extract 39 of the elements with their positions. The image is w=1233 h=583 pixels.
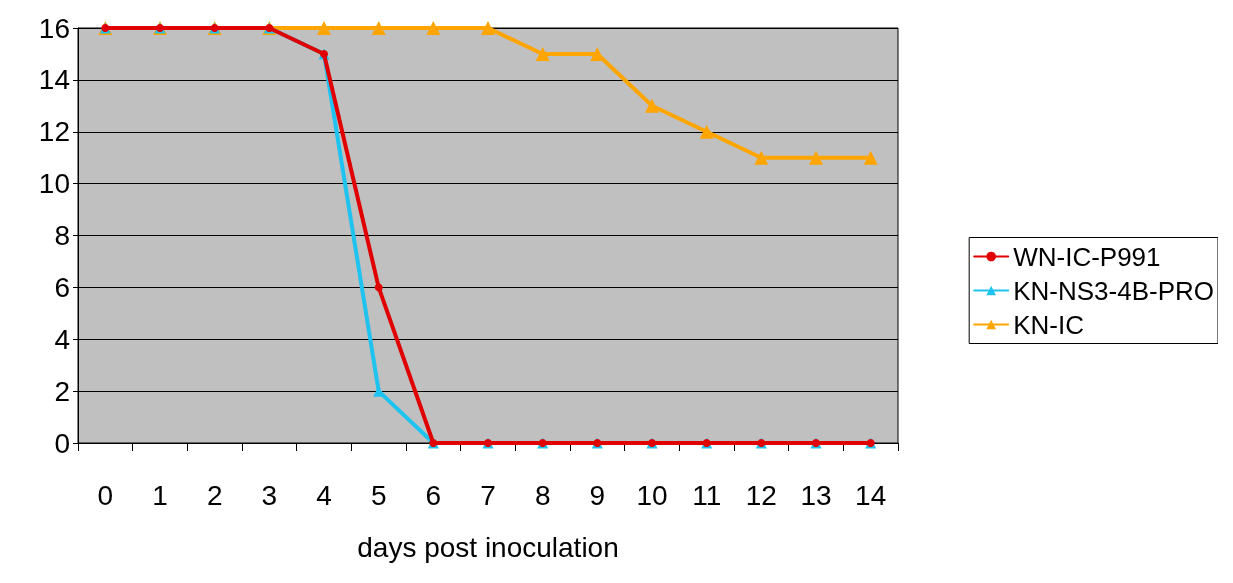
x-tick-label: 14 (855, 479, 887, 511)
y-tick-label: 4 (54, 323, 70, 355)
point (481, 21, 495, 35)
y-tick-label: 8 (54, 220, 70, 251)
y-tick-label: 0 (54, 427, 70, 459)
legend-label: KN-IC (1013, 309, 1084, 340)
point (754, 150, 769, 165)
x-tick-label: 13 (800, 479, 832, 511)
x-tick-label: 9 (589, 479, 606, 511)
x-tick-label: 3 (261, 479, 278, 511)
y-tick-label: 2 (54, 375, 70, 407)
x-tick-label: 7 (480, 479, 496, 511)
x-tick-label: 12 (745, 479, 777, 511)
x-tick-label: 4 (316, 479, 332, 511)
y-tick-label: 6 (54, 271, 70, 303)
x-tick-label: 10 (636, 479, 668, 511)
point (374, 283, 383, 292)
x-tick-label: 0 (97, 479, 114, 511)
x-tick-label: 11 (692, 479, 722, 511)
y-tick-label: 10 (38, 168, 70, 200)
point (371, 21, 386, 35)
x-tick-label: 5 (370, 479, 387, 511)
point (426, 21, 441, 35)
legend-label: WN-IC-P991 (1013, 241, 1161, 272)
y-tick-label: 12 (38, 116, 70, 148)
x-tick-label: 1 (152, 479, 168, 511)
x-tick-label: 6 (425, 479, 442, 511)
point (317, 21, 331, 35)
point (535, 46, 550, 61)
legend-label: KN-NS3-4B-PRO (1013, 275, 1215, 306)
x-tick-label: 2 (206, 479, 223, 511)
y-tick-label: 16 (38, 12, 70, 44)
point (863, 150, 878, 165)
x-axis-title: days post inoculation (357, 531, 619, 563)
x-tick-label: 8 (534, 479, 551, 511)
point (645, 98, 659, 113)
y-tick-label: 14 (38, 64, 70, 96)
point (809, 150, 823, 165)
point (699, 124, 714, 139)
